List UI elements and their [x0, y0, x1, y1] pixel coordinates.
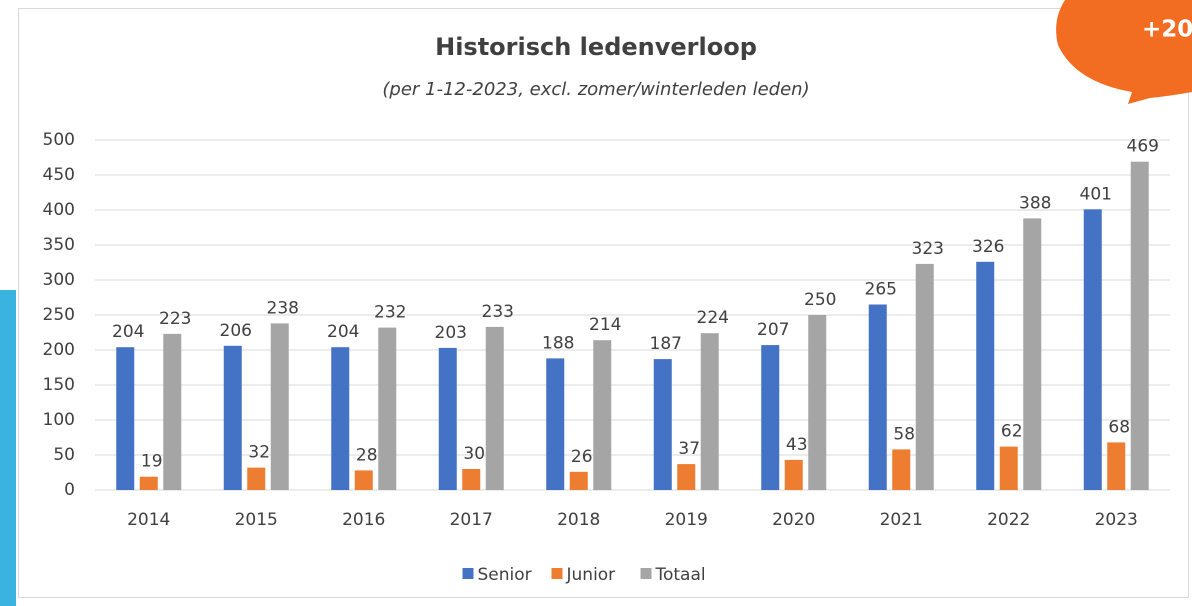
y-tick-label: 100	[43, 410, 75, 430]
data-label: 326	[972, 237, 1004, 257]
callout-bubble	[1056, 0, 1192, 104]
chart-subtitle: (per 1-12-2023, excl. zomer/winterleden …	[382, 79, 809, 100]
side-strip	[0, 290, 16, 606]
data-label: 401	[1080, 184, 1112, 204]
x-tick-label: 2023	[1095, 510, 1138, 530]
legend-swatch	[640, 568, 652, 579]
bar	[1107, 442, 1126, 490]
y-tick-label: 0	[64, 480, 75, 500]
data-label: 204	[112, 322, 144, 342]
callout-text: +20	[1142, 17, 1192, 43]
data-label: 223	[159, 309, 191, 329]
data-label: 26	[571, 447, 593, 467]
y-tick-label: 350	[43, 235, 75, 255]
x-tick-label: 2021	[880, 510, 923, 530]
bar	[700, 333, 719, 490]
data-label: 250	[804, 290, 836, 310]
bar	[223, 345, 242, 490]
bar	[1083, 209, 1102, 491]
data-label: 204	[327, 322, 359, 342]
bar	[139, 476, 158, 490]
bar	[163, 333, 182, 490]
x-tick-label: 2022	[987, 510, 1030, 530]
data-label: 37	[678, 439, 700, 459]
data-label: 238	[267, 298, 299, 318]
data-label: 469	[1127, 137, 1159, 157]
bar	[354, 470, 373, 490]
bar	[593, 340, 612, 490]
x-tick-label: 2020	[772, 510, 815, 530]
bar	[462, 469, 481, 490]
x-tick-label: 2017	[450, 510, 493, 530]
data-label: 323	[912, 239, 944, 259]
data-label: 187	[650, 334, 682, 354]
data-label: 206	[220, 321, 252, 341]
data-label: 265	[865, 280, 897, 300]
bar	[808, 315, 827, 490]
bar	[270, 323, 289, 490]
data-label: 214	[589, 315, 621, 335]
legend-label: Junior	[566, 565, 616, 585]
bar	[331, 347, 350, 490]
data-label: 188	[542, 333, 574, 353]
bar	[976, 261, 995, 490]
data-label: 28	[356, 445, 378, 465]
y-tick-label: 250	[43, 305, 75, 325]
y-tick-label: 300	[43, 270, 75, 290]
data-label: 224	[697, 308, 729, 328]
y-tick-label: 200	[43, 340, 75, 360]
data-label: 68	[1108, 417, 1130, 437]
data-label: 30	[463, 444, 485, 464]
data-label: 388	[1019, 193, 1051, 213]
x-tick-label: 2016	[342, 510, 385, 530]
bar	[761, 345, 780, 490]
data-label: 207	[757, 320, 789, 340]
data-label: 58	[893, 424, 915, 444]
bar	[868, 304, 887, 490]
bar	[999, 446, 1018, 490]
bar	[1130, 161, 1149, 490]
bar	[1023, 218, 1042, 490]
x-tick-label: 2015	[235, 510, 278, 530]
x-tick-label: 2019	[665, 510, 708, 530]
y-tick-label: 50	[53, 445, 75, 465]
data-label: 32	[248, 443, 270, 463]
x-tick-label: 2018	[557, 510, 600, 530]
chart-title: Historisch ledenverloop	[435, 33, 757, 61]
data-label: 43	[786, 435, 808, 455]
legend-label: Totaal	[655, 565, 706, 585]
legend-label: Senior	[478, 565, 532, 585]
bar	[677, 464, 696, 490]
data-label: 62	[1001, 422, 1023, 442]
y-tick-label: 150	[43, 375, 75, 395]
bar	[546, 358, 565, 490]
bar	[915, 263, 934, 490]
data-label: 233	[482, 302, 514, 322]
bar	[784, 459, 803, 490]
bar	[569, 471, 588, 490]
bar	[485, 326, 504, 490]
bar	[116, 347, 135, 490]
bar	[438, 347, 457, 490]
data-label: 203	[435, 323, 467, 343]
bar	[653, 359, 672, 490]
x-tick-label: 2014	[127, 510, 170, 530]
legend-swatch	[551, 568, 563, 579]
legend-swatch	[462, 568, 474, 579]
data-label: 19	[141, 452, 163, 472]
y-tick-label: 450	[43, 165, 75, 185]
bar	[247, 467, 266, 490]
y-tick-label: 400	[43, 200, 75, 220]
bar	[378, 327, 397, 490]
bar	[892, 449, 911, 490]
y-tick-label: 500	[43, 130, 75, 150]
data-label: 232	[374, 303, 406, 323]
